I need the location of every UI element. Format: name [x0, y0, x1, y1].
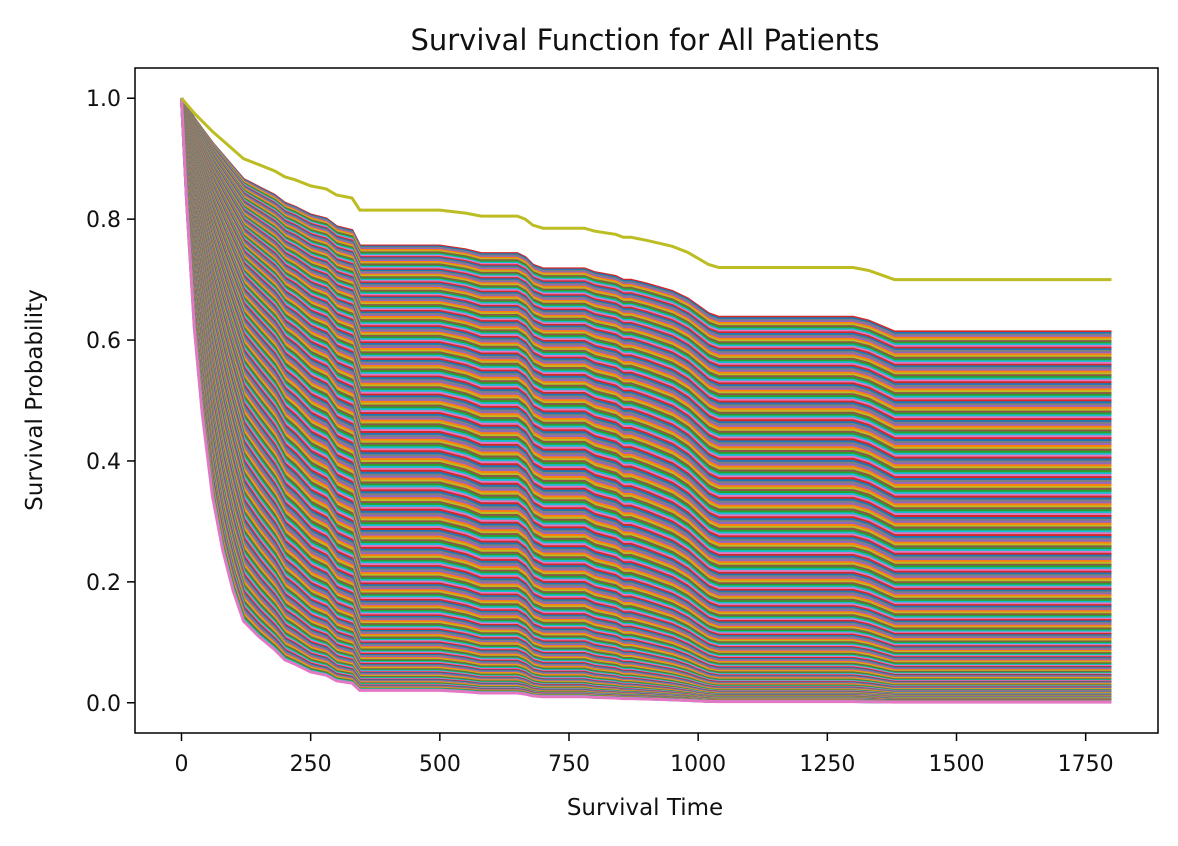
y-tick-label: 0.2 [86, 571, 121, 596]
y-axis-label: Survival Probability [22, 289, 48, 511]
x-tick-label: 1500 [929, 752, 985, 777]
y-tick-label: 0.0 [86, 692, 121, 717]
y-tick-label: 0.6 [86, 329, 121, 354]
plot-frame [134, 67, 1159, 734]
x-tick-label: 1250 [799, 752, 855, 777]
survival-line [180, 98, 1112, 704]
x-tick-label: 1750 [1058, 752, 1114, 777]
x-axis-label: Survival Time [567, 795, 723, 821]
x-tick-label: 1000 [670, 752, 726, 777]
x-axis-ticks: 0 250 500 750 1000 1250 1500 1750 [175, 733, 1114, 777]
x-tick-label: 500 [419, 752, 461, 777]
x-tick-label: 250 [290, 752, 332, 777]
y-axis-ticks: 0.0 0.2 0.4 0.6 0.8 1.0 [86, 87, 135, 717]
y-tick-label: 0.8 [86, 208, 121, 233]
y-tick-label: 1.0 [86, 87, 121, 112]
x-tick-label: 0 [175, 752, 189, 777]
survival-line-top [180, 97, 1112, 282]
x-tick-label: 750 [548, 752, 590, 777]
y-tick-label: 0.4 [86, 450, 121, 475]
chart-title: Survival Function for All Patients [410, 23, 879, 57]
series-lines [180, 97, 1112, 704]
